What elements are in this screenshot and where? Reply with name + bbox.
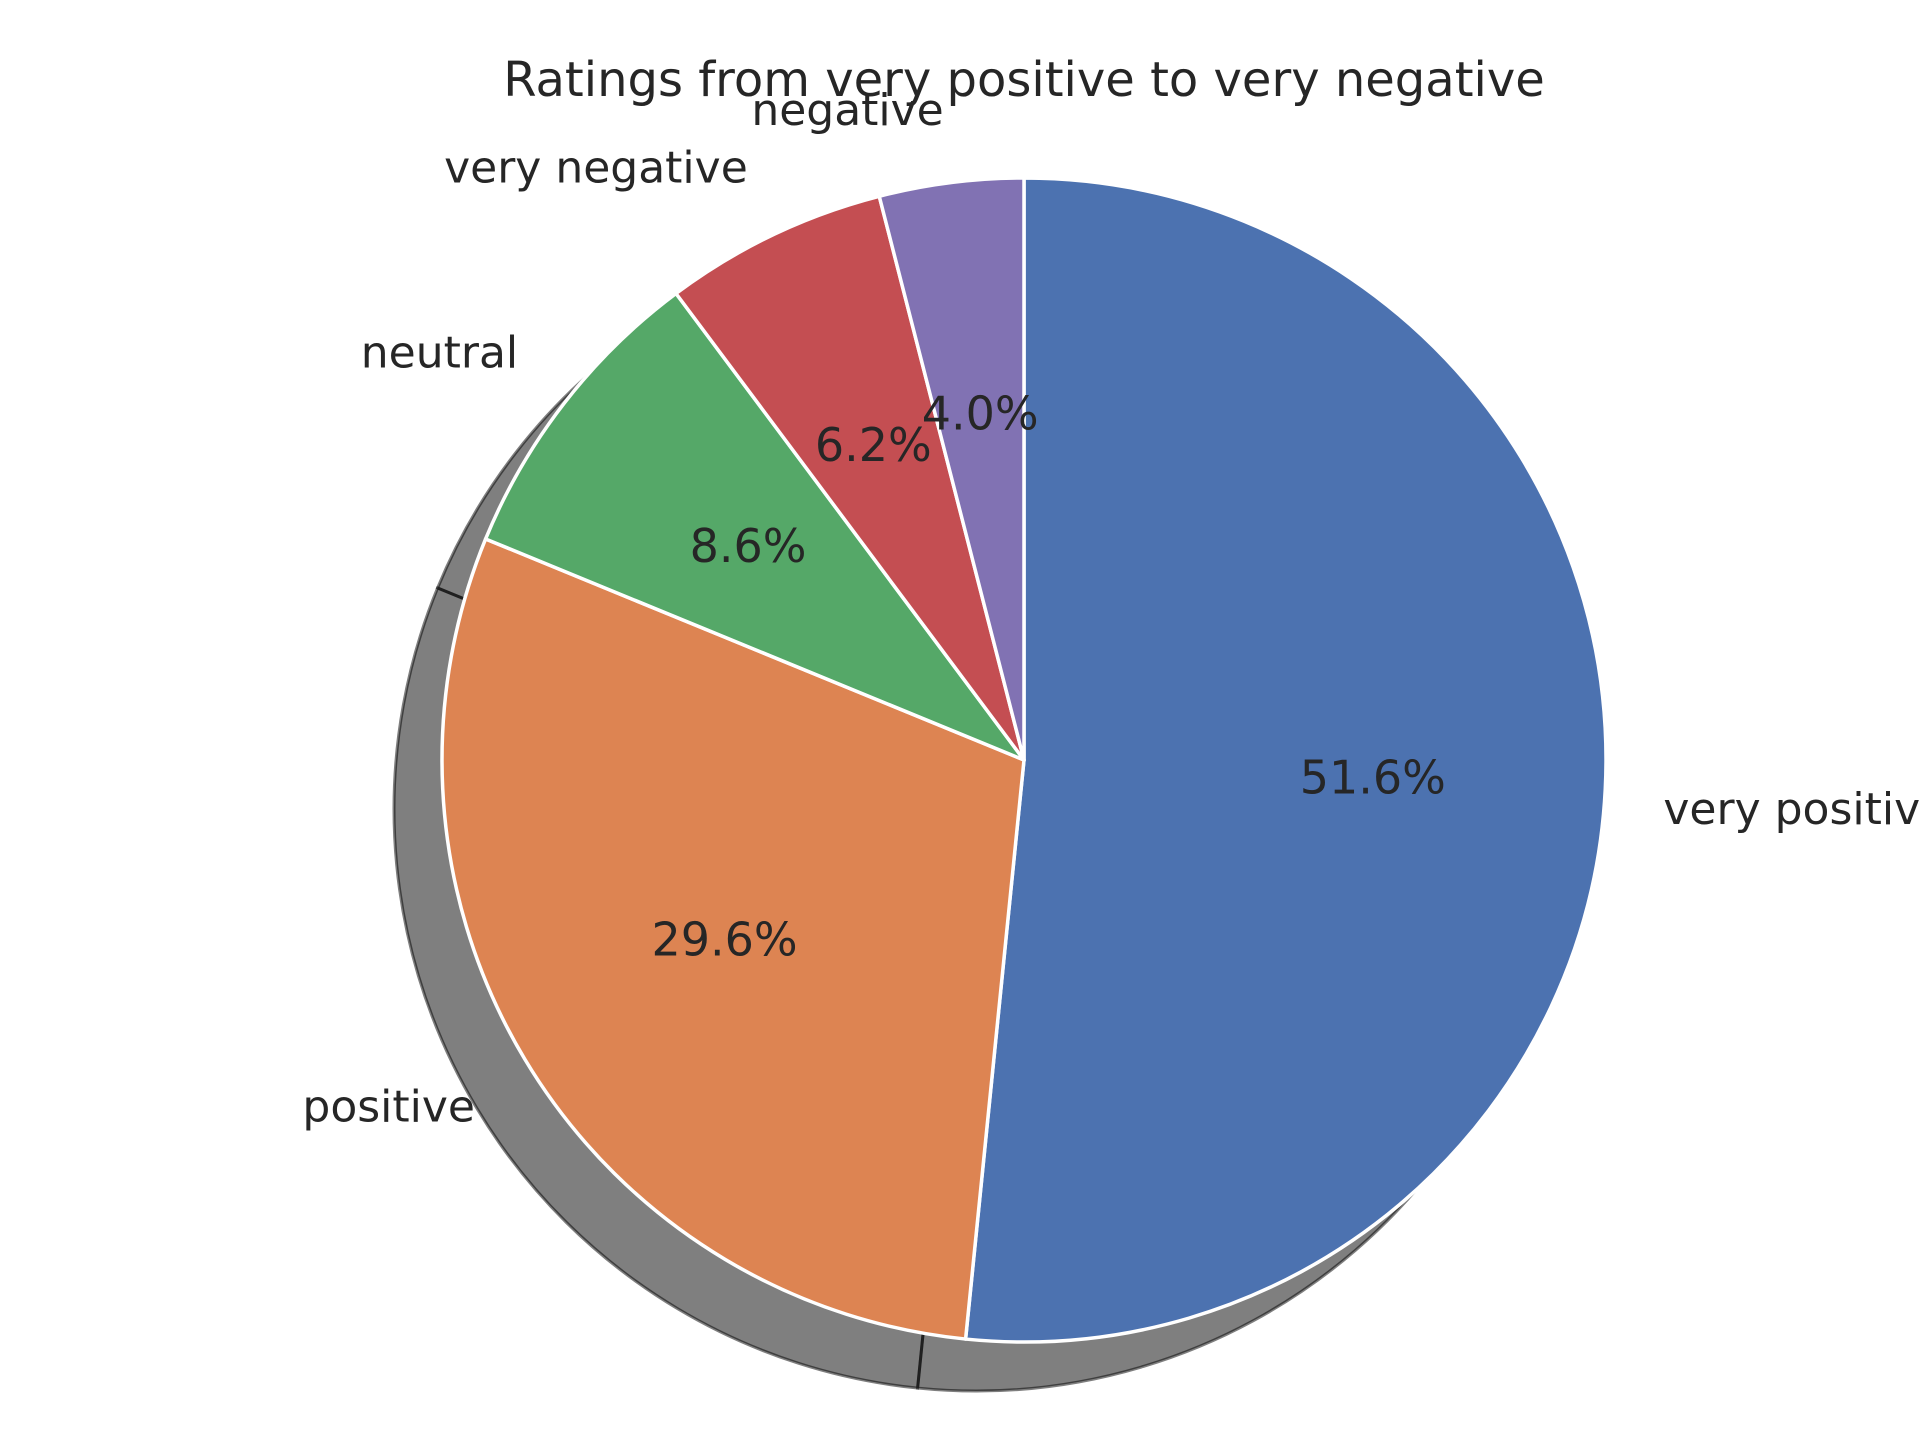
slice-very-negative	[674, 194, 1026, 762]
percent-label-very-negative: 6.2%	[815, 418, 932, 472]
percent-label-neutral: 8.6%	[690, 519, 807, 573]
percent-label-very-positive: 51.6%	[1300, 751, 1446, 805]
slice-label-very-positive: very positive	[1663, 784, 1920, 835]
slice-positive	[440, 537, 1026, 1341]
slice-very-positive	[963, 176, 1608, 1344]
slice-label-neutral: neutral	[361, 328, 518, 379]
slice-label-very-negative: very negative	[444, 142, 748, 193]
slice-label-positive: positive	[302, 1081, 475, 1132]
slice-neutral	[483, 291, 1026, 762]
slice-labels: very positive positive neutral very negativ…	[302, 85, 1920, 1132]
percent-labels: 51.6% 29.6% 8.6%6.2%4.0%	[651, 387, 1445, 967]
slice-label-negative: negative	[751, 85, 943, 136]
percent-label-negative: 4.0%	[922, 387, 1039, 441]
chart-title: Ratings from very positive to very negat…	[503, 52, 1545, 108]
slice-negative	[877, 176, 1026, 762]
percent-label-positive: 29.6%	[651, 913, 797, 967]
pie-slices	[440, 176, 1608, 1344]
